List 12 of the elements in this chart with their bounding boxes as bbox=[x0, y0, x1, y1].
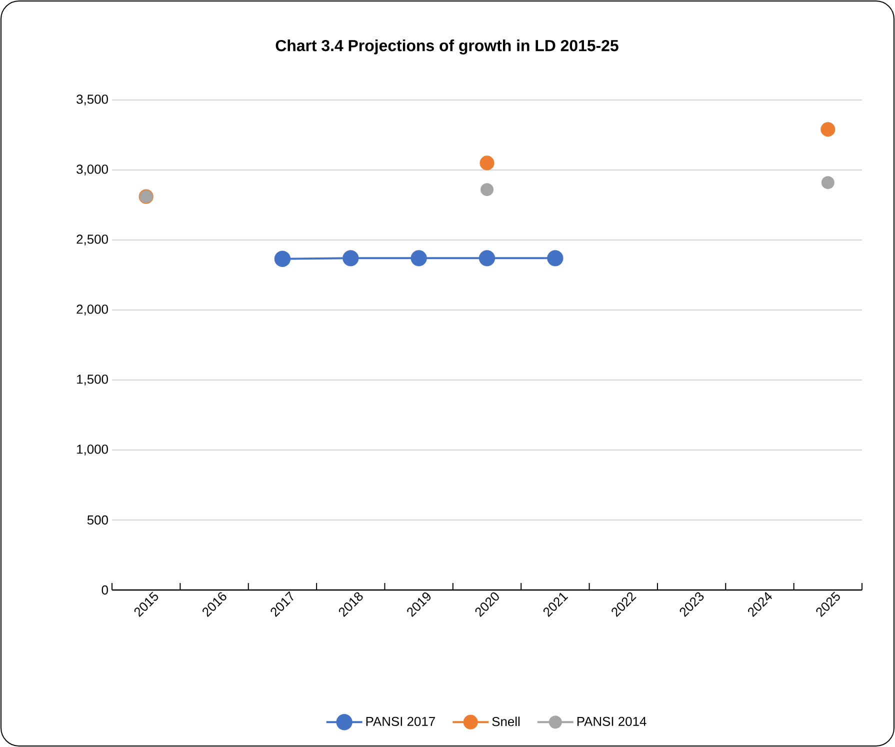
y-tick-label: 0 bbox=[102, 585, 108, 595]
legend-label: Snell bbox=[492, 716, 520, 726]
legend-label: PANSI 2014 bbox=[577, 716, 646, 726]
y-tick-label: 1,000 bbox=[77, 444, 108, 456]
y-tick-label: 500 bbox=[87, 515, 108, 525]
y-tick-label: 2,000 bbox=[76, 304, 108, 316]
y-tick-label: 1,500 bbox=[77, 374, 108, 386]
y-tick-label: 3,500 bbox=[76, 94, 108, 106]
chart-title: Chart 3.4 Projections of growth in LD 2015-25 bbox=[276, 40, 618, 54]
legend-label: PANSI 2017 bbox=[366, 716, 435, 726]
y-tick-label: 3,000 bbox=[76, 164, 108, 176]
y-tick-label: 2,500 bbox=[76, 234, 108, 246]
